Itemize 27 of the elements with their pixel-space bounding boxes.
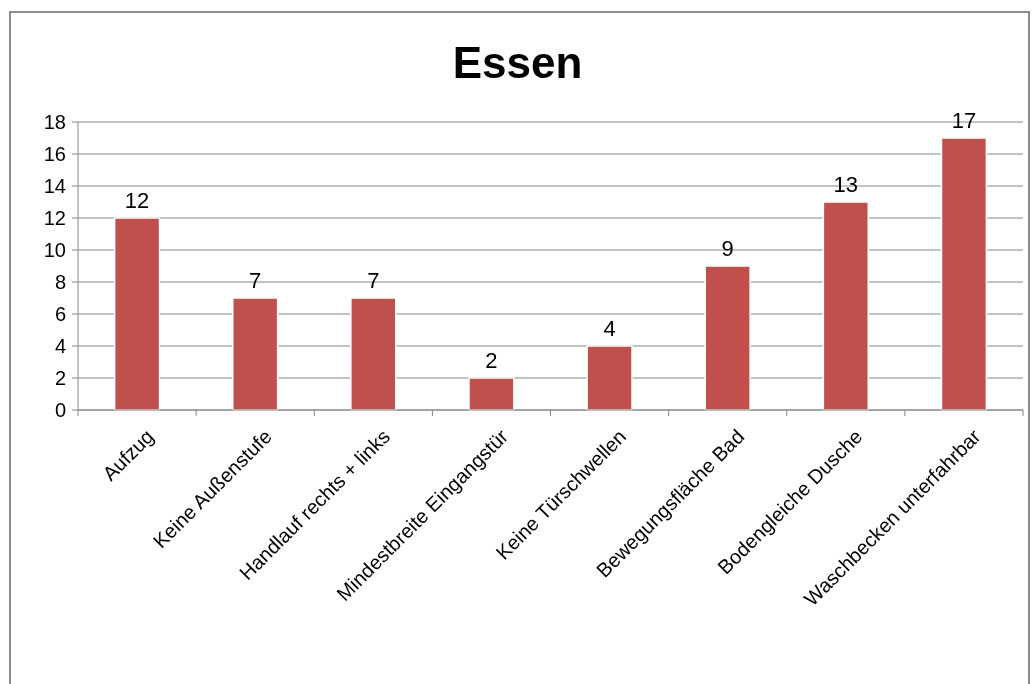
y-tick-label: 0 <box>54 399 66 421</box>
bar <box>350 297 397 411</box>
data-label: 2 <box>485 348 498 373</box>
bar <box>468 377 515 411</box>
bar <box>704 265 751 411</box>
y-tick-label: 8 <box>54 271 66 293</box>
bar <box>113 217 161 411</box>
bar <box>822 201 870 411</box>
data-label: 12 <box>124 188 150 213</box>
y-tick-label: 12 <box>43 207 66 229</box>
bar <box>940 137 988 411</box>
data-label: 7 <box>249 268 262 293</box>
data-label: 17 <box>951 108 977 133</box>
data-label: 13 <box>833 172 859 197</box>
bar <box>586 345 633 411</box>
data-label: 4 <box>603 316 616 341</box>
y-tick-label: 2 <box>54 367 66 389</box>
y-tick-label: 4 <box>54 335 66 357</box>
y-tick-label: 10 <box>43 239 66 261</box>
bar <box>231 297 279 411</box>
y-tick-label: 6 <box>54 303 66 325</box>
y-tick-label: 14 <box>43 175 66 197</box>
data-label: 9 <box>721 236 734 261</box>
chart-title: Essen <box>452 38 583 87</box>
y-tick-label: 18 <box>43 111 66 133</box>
data-label: 7 <box>367 268 380 293</box>
y-tick-label: 16 <box>43 143 66 165</box>
